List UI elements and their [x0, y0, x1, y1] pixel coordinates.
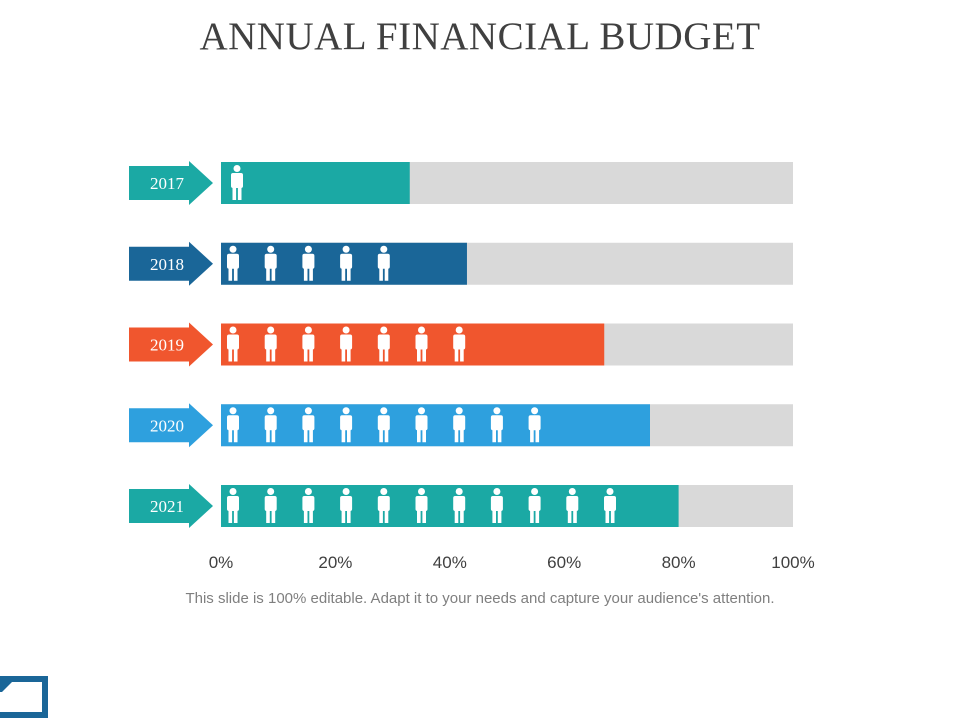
person-icon — [490, 488, 503, 523]
person-icon — [490, 407, 503, 443]
person-icon — [264, 326, 277, 362]
person-icon — [415, 407, 428, 443]
person-icon — [604, 488, 616, 523]
person-icon — [415, 488, 428, 523]
bar-row-2021: 2021 — [129, 484, 793, 528]
corner-bracket-icon — [0, 676, 48, 718]
person-icon — [528, 407, 541, 443]
x-tick-label: 60% — [547, 553, 581, 572]
person-icon — [231, 165, 243, 200]
bar-value — [221, 323, 605, 366]
person-icon — [264, 488, 277, 523]
year-label: 2017 — [150, 174, 185, 193]
person-icon — [227, 488, 239, 523]
year-arrow — [129, 161, 213, 205]
year-label: 2018 — [150, 255, 184, 274]
x-tick-label: 80% — [662, 553, 696, 572]
year-arrow — [129, 484, 213, 528]
person-icon — [302, 326, 315, 362]
year-arrow — [129, 322, 213, 367]
x-tick-label: 40% — [433, 553, 467, 572]
person-icon — [340, 488, 353, 523]
year-label: 2020 — [150, 416, 184, 435]
bar-row-2019: 2019 — [129, 322, 793, 367]
person-icon — [227, 245, 239, 281]
bar-row-2017: 2017 — [129, 161, 793, 205]
bar-value — [221, 485, 679, 527]
person-icon — [340, 245, 353, 281]
person-icon — [302, 488, 315, 523]
person-icon — [264, 407, 277, 443]
person-icon — [377, 326, 390, 362]
person-icon — [340, 407, 353, 443]
person-icon — [453, 326, 466, 362]
person-icon — [227, 407, 239, 443]
person-icon — [302, 407, 315, 443]
person-icon — [227, 326, 239, 362]
person-icon — [453, 488, 466, 523]
year-arrow — [129, 241, 213, 286]
x-tick-label: 100% — [771, 553, 814, 572]
x-tick-label: 20% — [318, 553, 352, 572]
year-label: 2021 — [150, 497, 184, 516]
person-icon — [340, 326, 353, 362]
bar-row-2020: 2020 — [129, 403, 793, 448]
person-icon — [377, 488, 390, 523]
slide-title: ANNUAL FINANCIAL BUDGET — [199, 15, 761, 58]
person-icon — [264, 245, 277, 281]
person-icon — [415, 326, 428, 362]
bar-row-2018: 2018 — [129, 241, 793, 286]
person-icon — [377, 245, 390, 281]
person-icon — [528, 488, 541, 523]
year-arrow — [129, 403, 213, 448]
person-icon — [377, 407, 390, 443]
person-icon — [453, 407, 466, 443]
bar-value — [221, 162, 410, 204]
year-label: 2019 — [150, 336, 184, 355]
person-icon — [566, 488, 579, 523]
slide-caption: This slide is 100% editable. Adapt it to… — [185, 590, 775, 607]
budget-bar-chart: 2017 2018 2019 2020 2021 0% 20% 40% 60% 80% 100% — [129, 161, 815, 572]
person-icon — [302, 245, 315, 281]
bar-value — [221, 404, 650, 447]
x-tick-label: 0% — [209, 553, 234, 572]
